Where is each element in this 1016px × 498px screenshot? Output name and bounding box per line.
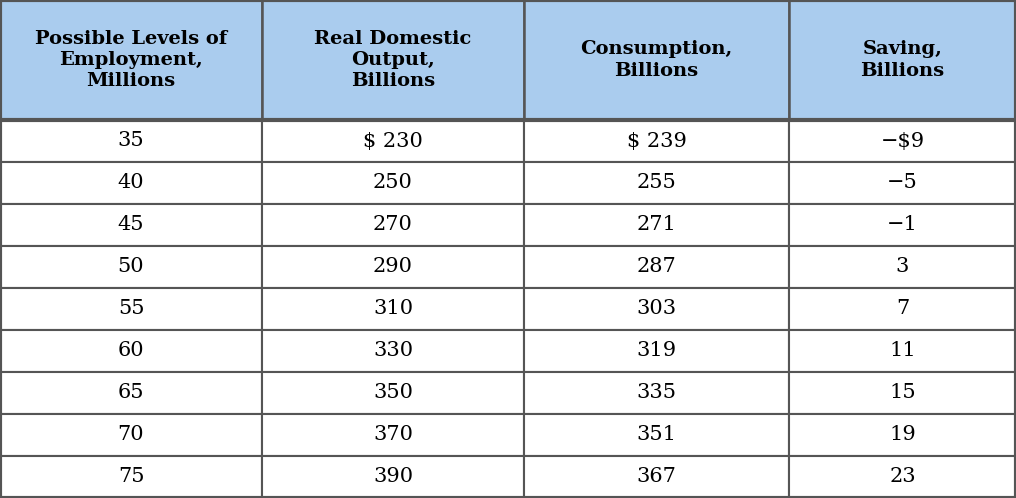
Bar — [789, 414, 1016, 456]
Bar — [524, 162, 789, 204]
Bar — [262, 120, 524, 162]
Bar — [262, 0, 524, 120]
Bar — [262, 288, 524, 330]
Bar — [524, 330, 789, 372]
Text: Real Domestic
Output,
Billions: Real Domestic Output, Billions — [314, 29, 471, 91]
Bar — [789, 246, 1016, 288]
Text: 40: 40 — [118, 173, 144, 193]
Text: 290: 290 — [373, 257, 412, 276]
Bar — [262, 372, 524, 414]
Bar — [0, 456, 262, 498]
Bar — [524, 246, 789, 288]
Bar — [789, 288, 1016, 330]
Text: 3: 3 — [896, 257, 909, 276]
Text: −5: −5 — [887, 173, 917, 193]
Bar — [0, 120, 262, 162]
Text: 350: 350 — [373, 383, 412, 402]
Text: $ 239: $ 239 — [627, 131, 687, 150]
Text: 303: 303 — [636, 299, 677, 319]
Bar — [262, 246, 524, 288]
Text: −1: −1 — [887, 216, 917, 235]
Bar — [789, 330, 1016, 372]
Bar — [524, 120, 789, 162]
Text: 270: 270 — [373, 216, 412, 235]
Text: 255: 255 — [637, 173, 677, 193]
Bar — [262, 204, 524, 246]
Text: 7: 7 — [896, 299, 909, 319]
Text: 75: 75 — [118, 468, 144, 487]
Bar — [524, 414, 789, 456]
Bar — [789, 0, 1016, 120]
Bar — [0, 414, 262, 456]
Bar — [262, 330, 524, 372]
Bar — [0, 162, 262, 204]
Bar — [262, 456, 524, 498]
Bar — [0, 330, 262, 372]
Bar — [524, 288, 789, 330]
Text: 390: 390 — [373, 468, 414, 487]
Text: 65: 65 — [118, 383, 144, 402]
Text: 60: 60 — [118, 342, 144, 361]
Bar — [262, 414, 524, 456]
Text: 11: 11 — [889, 342, 915, 361]
Bar — [0, 372, 262, 414]
Text: 250: 250 — [373, 173, 412, 193]
Bar — [789, 162, 1016, 204]
Bar — [789, 120, 1016, 162]
Text: 70: 70 — [118, 425, 144, 445]
Text: 370: 370 — [373, 425, 412, 445]
Text: Saving,
Billions: Saving, Billions — [861, 40, 945, 80]
Text: 287: 287 — [637, 257, 677, 276]
Text: 19: 19 — [889, 425, 915, 445]
Bar — [789, 204, 1016, 246]
Bar — [524, 372, 789, 414]
Bar — [524, 204, 789, 246]
Text: $ 230: $ 230 — [363, 131, 423, 150]
Text: 335: 335 — [636, 383, 677, 402]
Text: 55: 55 — [118, 299, 144, 319]
Text: 50: 50 — [118, 257, 144, 276]
Bar — [0, 0, 262, 120]
Text: Possible Levels of
Employment,
Millions: Possible Levels of Employment, Millions — [35, 29, 227, 91]
Text: Consumption,
Billions: Consumption, Billions — [580, 40, 733, 80]
Text: 319: 319 — [636, 342, 677, 361]
Text: −$9: −$9 — [881, 131, 925, 150]
Bar — [0, 204, 262, 246]
Bar — [0, 288, 262, 330]
Text: 367: 367 — [637, 468, 677, 487]
Bar — [789, 372, 1016, 414]
Text: 15: 15 — [889, 383, 915, 402]
Text: 271: 271 — [637, 216, 677, 235]
Text: 310: 310 — [373, 299, 414, 319]
Bar — [524, 0, 789, 120]
Bar — [789, 456, 1016, 498]
Bar — [262, 162, 524, 204]
Text: 45: 45 — [118, 216, 144, 235]
Text: 351: 351 — [636, 425, 677, 445]
Bar — [524, 456, 789, 498]
Text: 23: 23 — [889, 468, 915, 487]
Text: 35: 35 — [118, 131, 144, 150]
Text: 330: 330 — [373, 342, 414, 361]
Bar — [0, 246, 262, 288]
